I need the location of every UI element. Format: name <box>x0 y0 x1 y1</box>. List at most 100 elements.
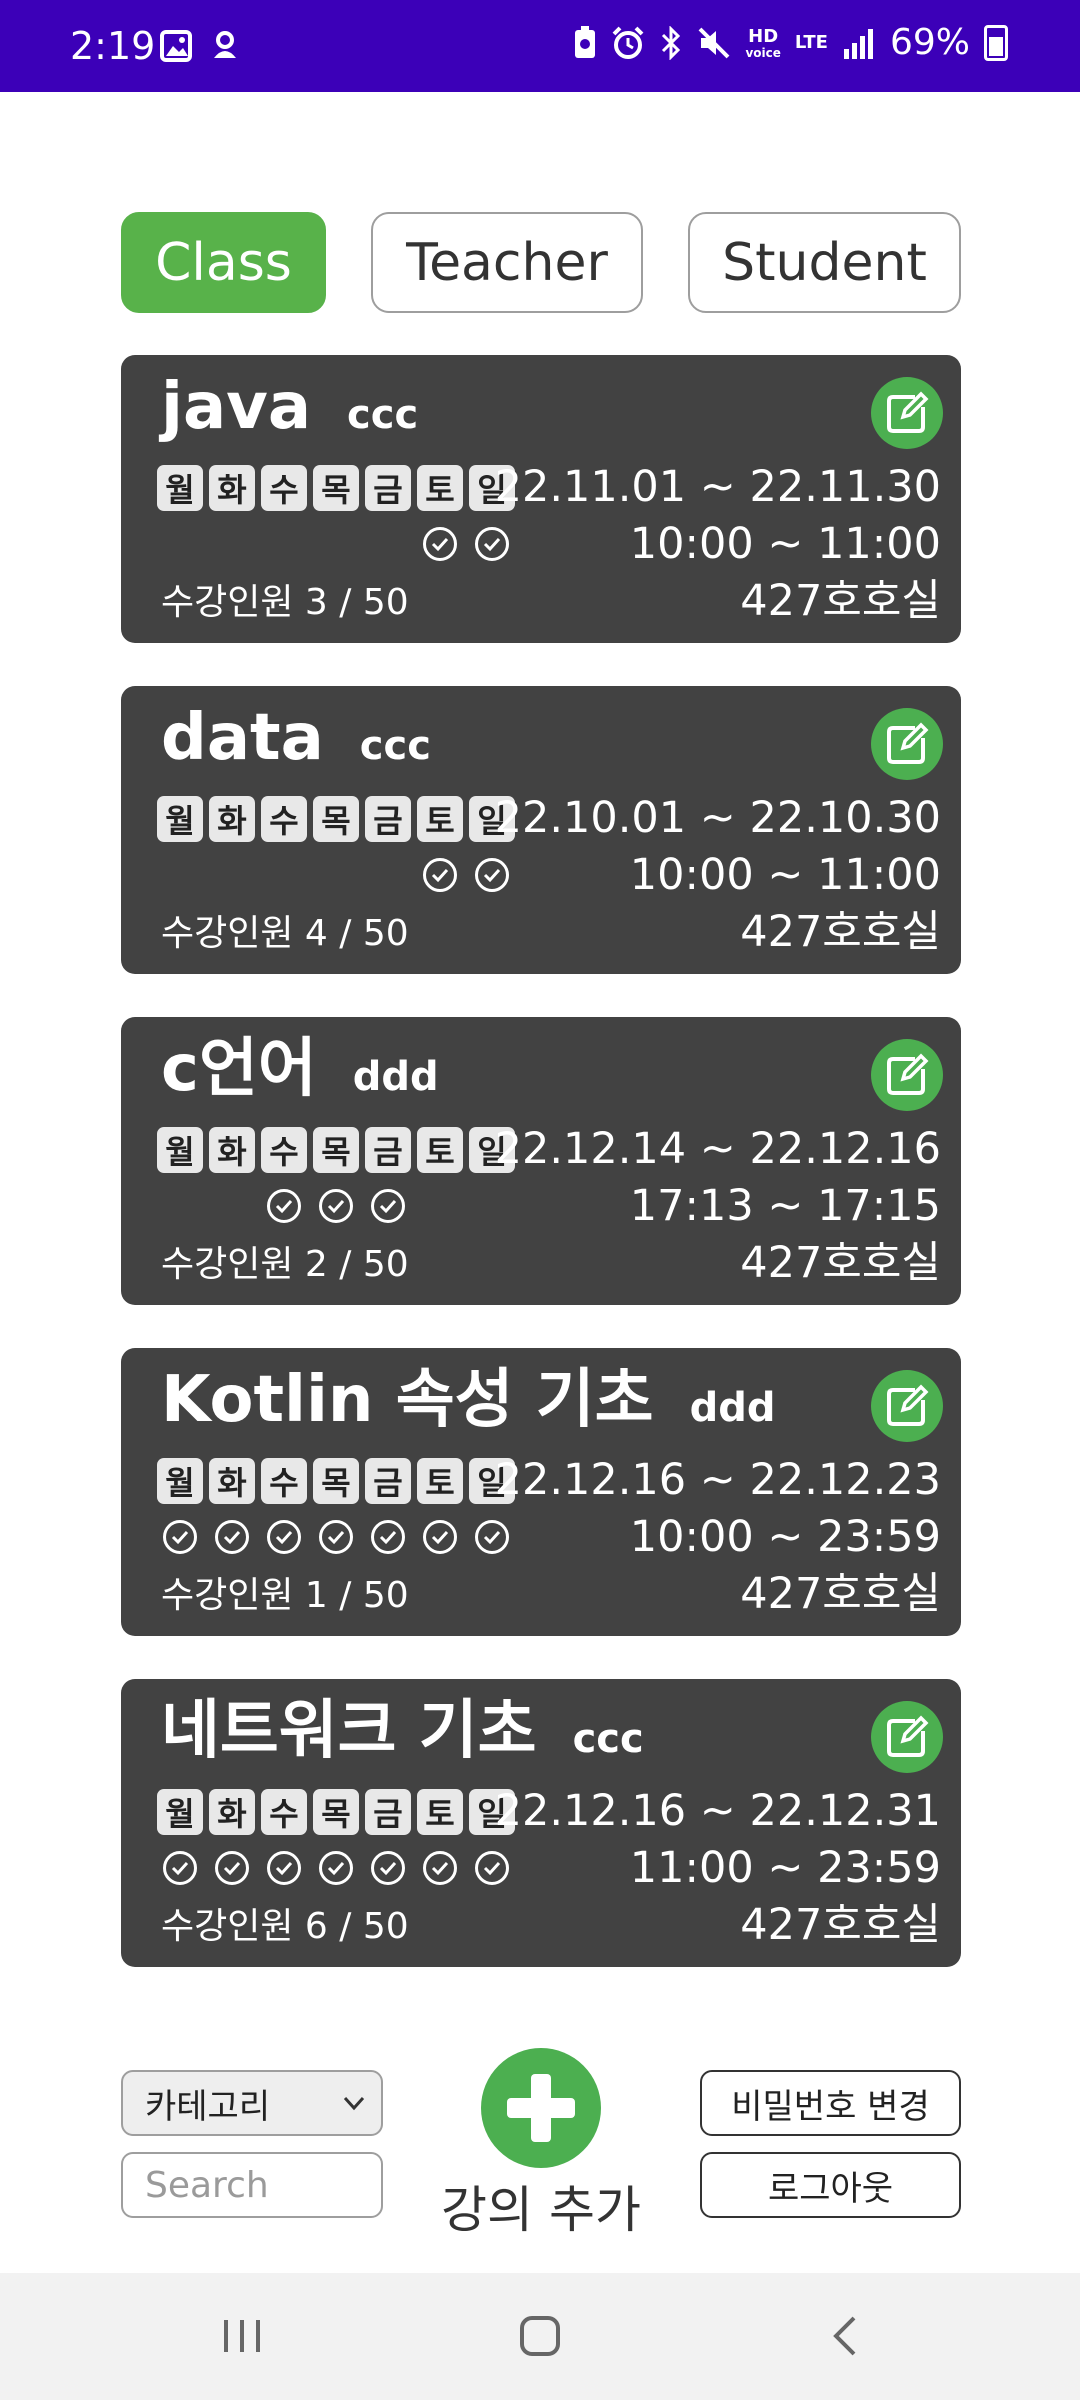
class-card[interactable]: Kotlin 속성 기초 ddd 월 화 수 목 금 토 일 22.12.16 ~ 22.12.2… <box>121 1348 961 1636</box>
recents-icon <box>224 2320 260 2352</box>
category-selected-value: 카테고리 <box>145 2086 271 2127</box>
alarm-icon <box>613 26 644 59</box>
class-room: 427호호실 <box>740 1900 941 1950</box>
check-circle-icon <box>423 527 457 561</box>
mute-icon <box>699 27 730 58</box>
day-label: 월 <box>157 796 203 842</box>
class-time-range: 17:13 ~ 17:15 <box>629 1181 941 1231</box>
class-time-range: 10:00 ~ 11:00 <box>629 519 941 569</box>
day-label: 수 <box>261 1127 307 1173</box>
class-teacher: ddd <box>689 1385 776 1431</box>
edit-class-button[interactable] <box>871 708 943 780</box>
check-circle-icon <box>475 1851 509 1885</box>
day-label: 목 <box>313 1127 359 1173</box>
edit-icon <box>887 1053 929 1095</box>
category-select[interactable]: 카테고리 <box>121 2070 383 2136</box>
day-label: 월 <box>157 1127 203 1173</box>
tab-teacher[interactable]: Teacher <box>371 212 643 313</box>
check-circle-icon <box>371 1851 405 1885</box>
tab-class[interactable]: Class <box>121 212 326 313</box>
logout-button[interactable]: 로그아웃 <box>700 2152 961 2218</box>
class-room: 427호호실 <box>740 576 941 626</box>
edit-class-button[interactable] <box>871 1701 943 1773</box>
edit-icon <box>887 391 929 433</box>
day-label: 화 <box>209 1789 255 1835</box>
weekday-checks <box>157 1514 515 1560</box>
check-circle-icon <box>371 1189 405 1223</box>
check-circle-icon <box>475 858 509 892</box>
class-title: java <box>161 370 312 444</box>
check-circle-icon <box>319 1851 353 1885</box>
day-label: 금 <box>365 796 411 842</box>
day-label: 목 <box>313 1458 359 1504</box>
check-circle-icon <box>475 1520 509 1554</box>
check-circle-icon <box>423 1520 457 1554</box>
day-label: 토 <box>417 1458 463 1504</box>
plus-icon <box>507 2074 575 2142</box>
lte-label: LTE <box>794 31 828 53</box>
app-icon <box>214 31 236 58</box>
check-circle-icon <box>267 1520 301 1554</box>
day-label: 화 <box>209 1458 255 1504</box>
role-tabs: Class Teacher Student <box>121 212 961 313</box>
add-class-button[interactable] <box>481 2048 601 2168</box>
day-label: 금 <box>365 1458 411 1504</box>
home-button[interactable] <box>510 2303 570 2369</box>
class-card[interactable]: c언어 ddd 월 화 수 목 금 토 일 22.12.14 ~ 22.12.16 17:13 ~ … <box>121 1017 961 1305</box>
enrollment-count: 수강인원 3 / 50 <box>161 582 409 623</box>
class-time-range: 10:00 ~ 23:59 <box>629 1512 941 1562</box>
status-bar: 2:19 HD voice <box>0 0 1080 92</box>
day-label: 일 <box>469 1789 515 1835</box>
check-circle-icon <box>215 1851 249 1885</box>
day-label: 금 <box>365 465 411 511</box>
edit-class-button[interactable] <box>871 377 943 449</box>
class-card[interactable]: data ccc 월 화 수 목 금 토 일 22.10.01 ~ 22.10.30 10:00 ~… <box>121 686 961 974</box>
weekday-checks <box>157 521 515 567</box>
bluetooth-icon <box>662 25 681 60</box>
class-time-range: 10:00 ~ 11:00 <box>629 850 941 900</box>
day-label: 일 <box>469 1458 515 1504</box>
day-label: 화 <box>209 465 255 511</box>
check-circle-icon <box>163 1851 197 1885</box>
system-nav-bar <box>0 2273 1080 2400</box>
weekday-checks <box>157 1845 515 1891</box>
voice-label: voice <box>745 45 781 60</box>
status-time: 2:19 <box>70 24 156 68</box>
day-label: 금 <box>365 1127 411 1173</box>
day-label: 수 <box>261 465 307 511</box>
day-label: 토 <box>417 465 463 511</box>
search-input[interactable]: Search <box>121 2152 383 2218</box>
day-label: 목 <box>313 796 359 842</box>
class-room: 427호호실 <box>740 1238 941 1288</box>
battery-saver-icon <box>575 25 596 58</box>
enrollment-count: 수강인원 4 / 50 <box>161 913 409 954</box>
battery-icon <box>984 24 1008 61</box>
day-label: 수 <box>261 796 307 842</box>
enrollment-count: 수강인원 1 / 50 <box>161 1575 409 1616</box>
hd-voice-label: HD <box>748 25 779 47</box>
day-label: 수 <box>261 1789 307 1835</box>
day-label: 수 <box>261 1458 307 1504</box>
check-circle-icon <box>215 1520 249 1554</box>
tab-student[interactable]: Student <box>688 212 961 313</box>
class-teacher: ccc <box>347 392 419 438</box>
class-card[interactable]: 네트워크 기초 ccc 월 화 수 목 금 토 일 22.12.16 ~ 22.12.31 11:0… <box>121 1679 961 1967</box>
edit-icon <box>887 722 929 764</box>
day-label: 토 <box>417 1127 463 1173</box>
edit-icon <box>887 1715 929 1757</box>
edit-class-button[interactable] <box>871 1039 943 1111</box>
battery-percent: 69% <box>889 22 970 63</box>
class-title: data <box>161 701 324 775</box>
change-password-button[interactable]: 비밀번호 변경 <box>700 2070 961 2136</box>
class-date-range: 22.11.01 ~ 22.11.30 <box>494 462 941 512</box>
back-button[interactable] <box>815 2303 875 2369</box>
class-title: c언어 <box>161 1032 317 1106</box>
check-circle-icon <box>163 1520 197 1554</box>
edit-class-button[interactable] <box>871 1370 943 1442</box>
recents-button[interactable] <box>212 2303 272 2369</box>
class-card[interactable]: java ccc 월 화 수 목 금 토 일 22.11.01 ~ 22.11.30 10:00 ~… <box>121 355 961 643</box>
